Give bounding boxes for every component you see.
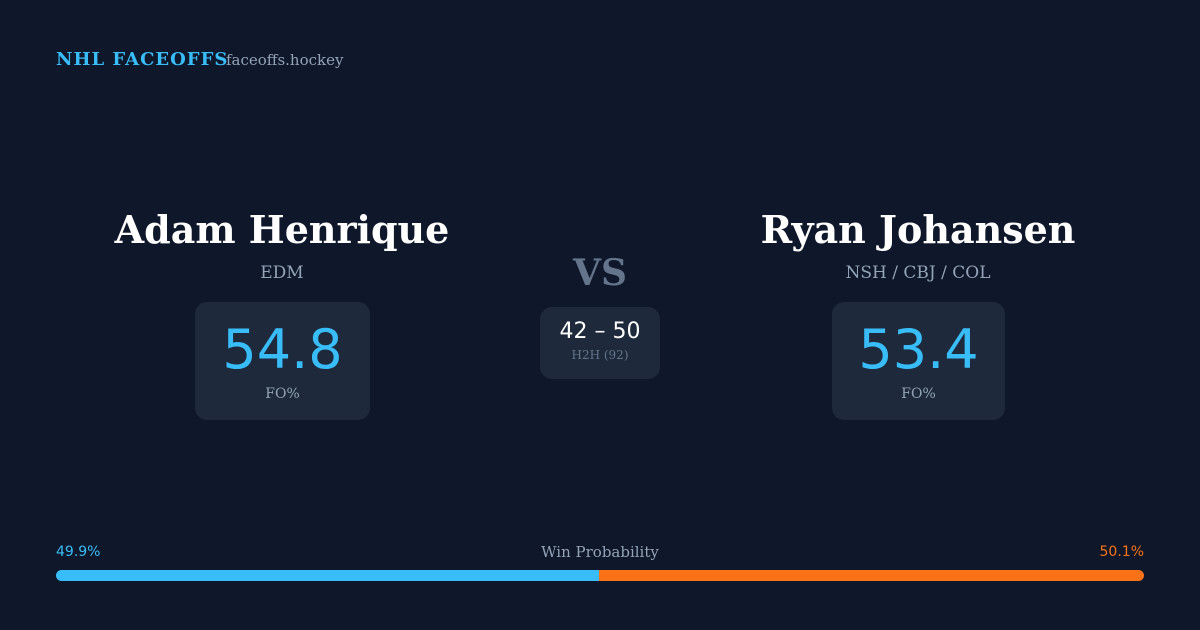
left-probability: 49.9%: [56, 544, 101, 560]
stat-value: 54.8: [222, 318, 343, 381]
probability-title: Win Probability: [541, 543, 659, 561]
stat-value: 53.4: [858, 318, 979, 381]
player-teams: NSH / CBJ / COL: [845, 263, 991, 283]
stat-label: FO%: [265, 386, 300, 402]
right-bar: [598, 570, 1144, 581]
right-probability: 50.1%: [1099, 544, 1144, 560]
player-name: Ryan Johansen: [760, 207, 1076, 252]
player-name: Adam Henrique: [114, 207, 450, 252]
player-teams: EDM: [260, 263, 304, 283]
stat-box: 53.4 FO%: [832, 302, 1005, 420]
vs-label: VS: [573, 252, 627, 294]
site: faceoffs.hockey: [226, 51, 344, 69]
h2h-box: 42 – 50 H2H (92): [540, 307, 660, 379]
stat-label: FO%: [901, 386, 936, 402]
left-bar: [56, 570, 599, 581]
brand: NHL FACEOFFS: [56, 49, 229, 70]
stat-box: 54.8 FO%: [195, 302, 370, 420]
h2h-score: 42 – 50: [559, 319, 641, 344]
h2h-caption: H2H (92): [571, 348, 629, 362]
